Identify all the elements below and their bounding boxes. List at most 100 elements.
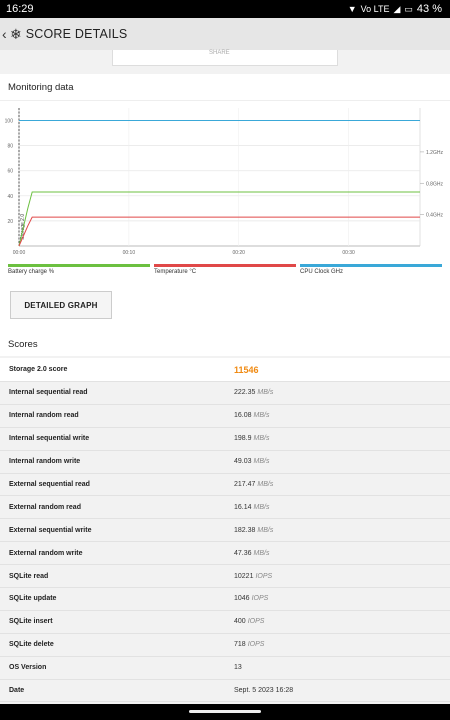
score-value: 718 IOPS	[234, 641, 265, 649]
score-label: External random read	[9, 503, 81, 511]
back-chevron-icon[interactable]: ‹	[2, 26, 7, 42]
score-label: SQLite insert	[9, 618, 53, 626]
score-value: 16.14 MB/s	[234, 503, 270, 511]
share-label: SHARE	[209, 50, 230, 56]
y-tick-label: 80	[7, 144, 13, 150]
x-tick-label: 00:20	[232, 250, 245, 256]
battery-icon: ▭	[404, 3, 413, 14]
score-value: Sept. 5 2023 16:28	[234, 687, 294, 695]
score-unit: IOPS	[247, 618, 265, 626]
home-handle[interactable]	[189, 710, 261, 713]
detailed-graph-button[interactable]: DETAILED GRAPH	[10, 291, 112, 319]
score-label: Storage 2.0 score	[9, 366, 68, 373]
score-value: 47.36 MB/s	[234, 549, 270, 557]
score-row: SQLite update 1046 IOPS	[0, 588, 450, 611]
score-value: 16.08 MB/s	[234, 412, 270, 420]
app-bar: ‹ ❄ SCORE DETAILS	[0, 18, 450, 50]
right-tick-label: 0.4GHz	[426, 213, 443, 219]
legend-item: Battery charge %	[8, 264, 150, 275]
score-unit: MB/s	[253, 549, 270, 557]
y-tick-label: 20	[7, 219, 13, 225]
right-tick-label: 0.8GHz	[426, 181, 443, 187]
score-value: 217.47 MB/s	[234, 481, 274, 488]
monitoring-chart: 20 40 60 80 100 0.4GHz 0.8GHz 1.2GHz 00:00 00:10 0…	[5, 108, 443, 256]
score-row: Internal random write 49.03 MB/s	[0, 450, 450, 474]
y-tick-label: 40	[7, 194, 13, 200]
score-label: SQLite update	[9, 595, 57, 603]
score-label: OS Version	[9, 664, 47, 672]
score-unit: IOPS	[251, 595, 269, 603]
score-row: SQLite read 10221 IOPS	[0, 565, 450, 589]
score-unit: IOPS	[247, 641, 265, 649]
score-row: External random read 16.14 MB/s	[0, 496, 450, 520]
score-label: External random write	[9, 549, 83, 557]
legend-item: Temperature °C	[154, 264, 296, 275]
score-value: 182.38 MB/s	[234, 526, 274, 534]
y-tick-label: 100	[5, 119, 14, 125]
score-value: 400 IOPS	[234, 618, 265, 626]
legend-label: CPU Clock GHz	[300, 269, 344, 275]
score-label: Internal random write	[9, 458, 81, 466]
right-tick-label: 1.2GHz	[426, 150, 443, 156]
score-unit: IOPS	[255, 572, 273, 580]
score-value: 49.03 MB/s	[234, 458, 270, 466]
score-unit: MB/s	[253, 435, 270, 443]
battery-level: 43 %	[416, 3, 442, 15]
status-time: 16:29	[6, 3, 34, 15]
score-label: Date	[9, 687, 25, 695]
y-tick-label: 60	[7, 169, 13, 175]
x-tick-label: 00:30	[342, 250, 355, 256]
page-title: SCORE DETAILS	[25, 27, 128, 41]
scores-table: Storage 2.0 score 11546 Internal sequentia…	[0, 358, 450, 703]
score-unit: MB/s	[253, 412, 270, 420]
series-line	[18, 191, 420, 247]
legend-color-bar	[154, 264, 296, 267]
score-unit: MB/s	[253, 458, 270, 466]
legend-color-bar	[300, 264, 442, 267]
score-label: Internal sequential write	[9, 435, 90, 443]
score-unit: MB/s	[253, 503, 270, 511]
score-value: 13	[234, 664, 242, 672]
score-row: Storage 2.0 score 11546	[0, 358, 450, 382]
scores-title: Scores	[0, 332, 450, 356]
wifi-icon: ▼	[347, 4, 357, 14]
score-row: OS Version 13	[0, 656, 450, 680]
score-label: External sequential read	[9, 481, 90, 488]
score-label: Internal sequential read	[9, 389, 88, 397]
status-bar: 16:29 ▼ Vo LTE ◢ ▭ 43 %	[0, 0, 450, 18]
score-row: External sequential write 182.38 MB/s	[0, 519, 450, 543]
score-label: SQLite read	[9, 572, 49, 580]
signal-icon: ◢	[393, 3, 401, 14]
score-value: 11546	[234, 364, 259, 375]
legend-item: CPU Clock GHz	[300, 264, 442, 275]
share-card[interactable]: SHARE	[112, 50, 338, 66]
score-row: External random write 47.36 MB/s	[0, 542, 450, 566]
score-label: SQLite delete	[9, 641, 54, 649]
score-value: 222.35 MB/s	[234, 389, 274, 397]
score-value: 1046 IOPS	[234, 595, 269, 603]
x-tick-label: 00:00	[13, 250, 26, 256]
score-row: Internal sequential write 198.9 MB/s	[0, 427, 450, 451]
monitoring-title: Monitoring data	[0, 74, 450, 101]
legend-color-bar	[8, 264, 150, 267]
score-unit: MB/s	[257, 526, 274, 534]
status-icons: ▼ Vo LTE ◢ ▭ 43 %	[348, 3, 442, 15]
score-row: External sequential read 217.47 MB/s	[0, 473, 450, 497]
legend-label: Battery charge %	[8, 269, 55, 275]
chart-legend: Battery charge % Temperature °C CPU Clock …	[8, 264, 442, 275]
nav-bar	[0, 704, 450, 720]
score-row: SQLite delete 718 IOPS	[0, 633, 450, 657]
x-tick-label: 00:10	[123, 250, 136, 256]
score-unit: MB/s	[257, 481, 274, 488]
signal-text: Vo LTE	[360, 4, 390, 14]
score-row: SQLite insert 400 IOPS	[0, 610, 450, 634]
score-row: Date Sept. 5 2023 16:28	[0, 679, 450, 703]
score-value: 198.9 MB/s	[234, 435, 270, 443]
score-value: 10221 IOPS	[234, 572, 273, 580]
snowflake-logo-icon: ❄	[10, 25, 22, 42]
monitoring-section: Monitoring data 20 40 60 80 100 0.4GHz 0.8GHz 1…	[0, 74, 450, 338]
score-row: Internal random read 16.08 MB/s	[0, 404, 450, 428]
score-unit: MB/s	[257, 389, 274, 397]
score-label: External sequential write	[9, 526, 92, 534]
score-label: Internal random read	[9, 412, 79, 420]
